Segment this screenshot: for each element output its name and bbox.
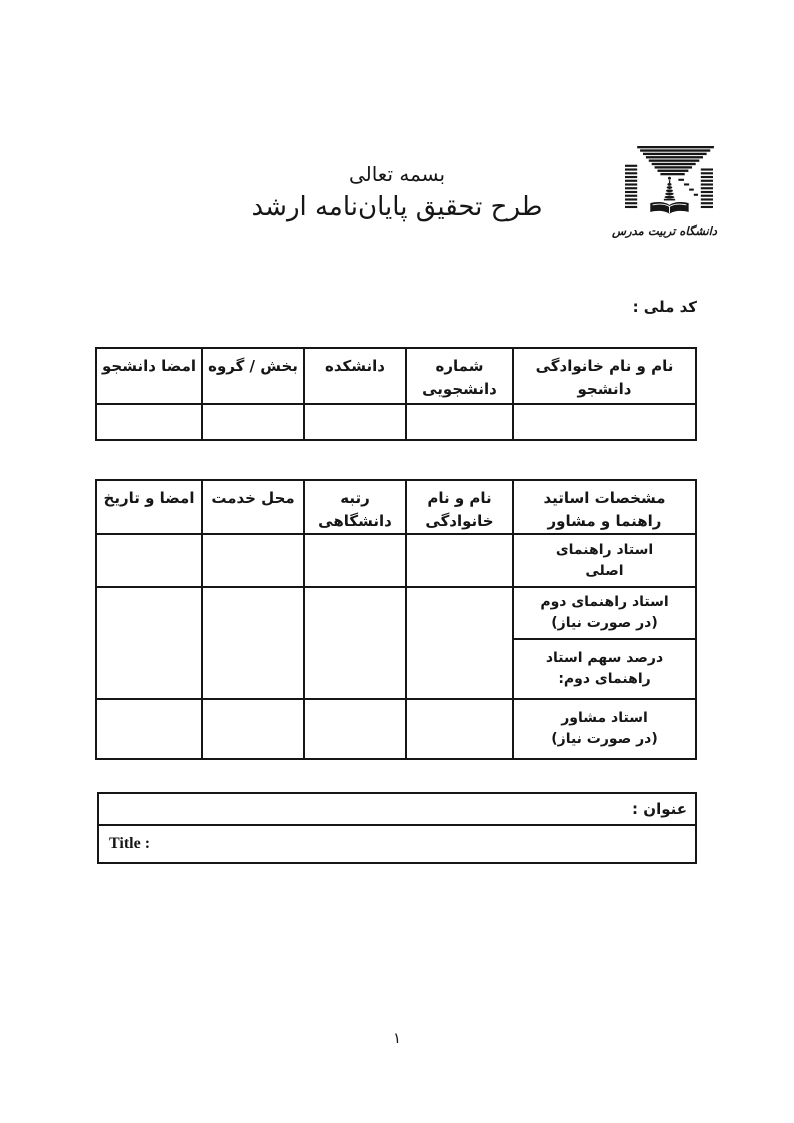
header-student-number: شماره دانشجویی bbox=[405, 347, 514, 405]
header-workplace: محل خدمت bbox=[201, 479, 305, 535]
cell-second-supervisor-rank bbox=[303, 586, 407, 700]
header-student-signature: امضا دانشجو bbox=[95, 347, 203, 405]
cell-student-number bbox=[405, 403, 514, 441]
cell-main-supervisor-signature bbox=[95, 533, 203, 588]
cell-main-supervisor-workplace bbox=[201, 533, 305, 588]
university-logo-caption: دانشگاه تربیت مدرس bbox=[612, 224, 717, 238]
label-second-supervisor: استاد راهنمای دوم (در صورت نیاز) bbox=[512, 586, 697, 640]
cell-advisor-rank bbox=[303, 698, 407, 760]
national-code-label: کد ملی : bbox=[632, 298, 697, 316]
header-department-group: بخش / گروه bbox=[201, 347, 305, 405]
page-number: ۱ bbox=[392, 1029, 402, 1047]
student-info-table: نام و نام خانوادگی دانشجو شماره دانشجویی… bbox=[95, 347, 697, 441]
header-academic-rank: رتبه دانشگاهی bbox=[303, 479, 407, 535]
header-student-fullname: نام و نام خانوادگی دانشجو bbox=[512, 347, 697, 405]
cell-second-supervisor-name bbox=[405, 586, 514, 700]
cell-main-supervisor-name bbox=[405, 533, 514, 588]
thesis-title-label-fa: عنوان : bbox=[99, 794, 695, 826]
supervisors-table: مشخصات اساتید راهنما و مشاور نام و نام خ… bbox=[95, 479, 697, 760]
cell-second-supervisor-signature bbox=[95, 586, 203, 700]
cell-main-supervisor-rank bbox=[303, 533, 407, 588]
label-advisor: استاد مشاور (در صورت نیاز) bbox=[512, 698, 697, 760]
bismillah-text: بسمه تعالی bbox=[348, 162, 446, 186]
university-logo: دانشگاه تربیت مدرس bbox=[612, 146, 717, 238]
cell-department-group bbox=[201, 403, 305, 441]
header-faculty: دانشکده bbox=[303, 347, 407, 405]
cell-student-fullname bbox=[512, 403, 697, 441]
label-main-supervisor: استاد راهنمای اصلی bbox=[512, 533, 697, 588]
cell-student-signature bbox=[95, 403, 203, 441]
thesis-title-box: عنوان : Title : bbox=[97, 792, 697, 864]
thesis-title-label-en: Title : bbox=[109, 835, 151, 852]
header-supervisors-section: مشخصات اساتید راهنما و مشاور bbox=[512, 479, 697, 535]
cell-second-supervisor-workplace bbox=[201, 586, 305, 700]
university-emblem-icon bbox=[625, 146, 714, 214]
form-title: طرح تحقیق پایان‌نامه ارشد bbox=[251, 192, 543, 222]
label-second-supervisor-share: درصد سهم استاد راهنمای دوم: bbox=[512, 638, 697, 700]
header-professor-fullname: نام و نام خانوادگی bbox=[405, 479, 514, 535]
document-header: بسمه تعالی طرح تحقیق پایان‌نامه ارشد bbox=[97, 161, 697, 225]
cell-advisor-name bbox=[405, 698, 514, 760]
header-signature-date: امضا و تاریخ bbox=[95, 479, 203, 535]
cell-advisor-workplace bbox=[201, 698, 305, 760]
cell-faculty bbox=[303, 403, 407, 441]
cell-advisor-signature bbox=[95, 698, 203, 760]
